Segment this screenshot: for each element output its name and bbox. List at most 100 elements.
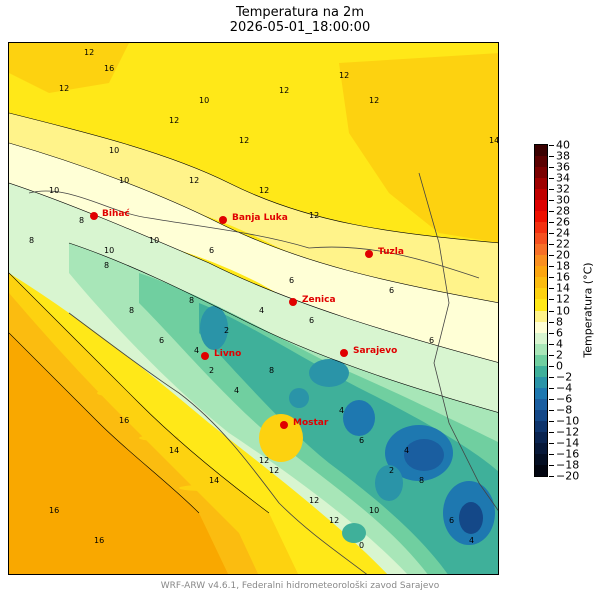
- contour-label: 8: [269, 366, 274, 375]
- colorbar-tick: [549, 167, 554, 169]
- contour-label: 2: [389, 466, 394, 475]
- contour-label: 6: [429, 336, 434, 345]
- contour-label: 12: [309, 496, 319, 505]
- city-label-livno: Livno: [214, 349, 242, 359]
- cold-patch: [459, 502, 483, 534]
- footer-credit: WRF-ARW v4.6.1, Federalni hidrometeorolo…: [160, 581, 440, 591]
- cold-zone: [199, 303, 498, 574]
- colorbar-tick-label: 6: [556, 326, 563, 340]
- contour-label: 6: [289, 276, 294, 285]
- colorbar-tick: [549, 200, 554, 202]
- colorbar-tick: [549, 145, 554, 146]
- colorbar-segment: [535, 277, 547, 289]
- colorbar-tick: [549, 277, 554, 279]
- contour-label: 16: [119, 416, 129, 425]
- colorbar-segment: [535, 156, 547, 168]
- contour-label: 4: [259, 306, 264, 315]
- contour-label: 8: [189, 296, 194, 305]
- warm-patch: [9, 43, 129, 93]
- city-marker-zenica: [289, 298, 297, 306]
- contour-label: 6: [309, 316, 314, 325]
- colorbar-tick-label: 2: [556, 348, 563, 362]
- contour-label: 4: [339, 406, 344, 415]
- contour-label: 12: [189, 176, 199, 185]
- colorbar-segment: [535, 266, 547, 278]
- colorbar: [534, 144, 548, 477]
- colorbar-tick: [549, 321, 554, 323]
- contour-label: 12: [309, 211, 319, 220]
- contour-line: [9, 272, 270, 514]
- contour-label: 8: [29, 236, 34, 245]
- city-label-tuzla: Tuzla: [378, 247, 404, 257]
- colorbar-segment: [535, 244, 547, 256]
- colorbar-tick-label: 28: [556, 204, 570, 218]
- colorbar-segment: [535, 178, 547, 190]
- pale-band: [9, 143, 498, 363]
- colorbar-tick-label: 26: [556, 215, 570, 229]
- colorbar-segment: [535, 167, 547, 179]
- city-label-banja-luka: Banja Luka: [232, 213, 288, 223]
- contour-label: 10: [149, 236, 159, 245]
- contour-label: 16: [104, 64, 114, 73]
- contour-label: 10: [109, 146, 119, 155]
- colorbar-tick: [549, 255, 554, 257]
- contour-label: 10: [369, 506, 379, 515]
- colorbar-tick: [549, 266, 554, 268]
- contour-label: 4: [194, 346, 199, 355]
- contour-line: [68, 242, 498, 413]
- contour-label: 12: [259, 186, 269, 195]
- contour-label: 6: [389, 286, 394, 295]
- colorbar-tick-label: 10: [556, 304, 570, 317]
- colorbar-segment: [535, 222, 547, 234]
- city-label-mostar: Mostar: [293, 418, 329, 428]
- colorbar-tick: [549, 376, 554, 378]
- contour-label: 12: [259, 456, 269, 465]
- colorbar-segment: [535, 354, 547, 367]
- mild-band: [9, 113, 498, 303]
- map-subtitle: 2026-05-01_18:00:00: [229, 20, 371, 35]
- contour-label: 10: [104, 246, 114, 255]
- colorbar-tick-label: −20: [556, 469, 580, 483]
- contour-label: 8: [79, 216, 84, 225]
- colorbar-tick: [549, 288, 554, 290]
- colorbar-segment: [535, 189, 547, 201]
- colorbar-segment: [535, 145, 547, 157]
- colorbar-tick: [549, 244, 554, 246]
- colorbar-tick-label: −16: [556, 447, 580, 461]
- contour-line: [9, 142, 498, 303]
- contour-label: 14: [209, 476, 219, 485]
- colorbar-tick-label: 38: [556, 149, 570, 163]
- colorbar-tick-label: 40: [556, 138, 570, 152]
- contour-label: 8: [129, 306, 134, 315]
- colorbar-tick-label: −14: [556, 436, 580, 450]
- contour-label: 0: [359, 541, 364, 550]
- island: [97, 390, 121, 396]
- border-line: [68, 312, 368, 574]
- contour-label: 6: [159, 336, 164, 345]
- colorbar-tick-label: 14: [556, 281, 570, 295]
- border-line: [418, 172, 498, 511]
- border-line: [28, 190, 480, 279]
- city-label-zenica: Zenica: [302, 295, 336, 305]
- colorbar-tick: [549, 365, 554, 367]
- colorbar-tick-label: −4: [556, 381, 573, 395]
- contour-label: 12: [239, 136, 249, 145]
- warm-patch: [259, 414, 303, 462]
- colorbar-segment: [535, 255, 547, 267]
- colorbar-tick-label: 4: [556, 337, 563, 351]
- colorbar-tick-label: 12: [556, 292, 570, 306]
- colorbar-tick: [549, 332, 554, 334]
- colorbar-segment: [535, 398, 547, 411]
- colorbar-segment: [535, 332, 547, 345]
- colorbar-tick: [549, 222, 554, 224]
- colorbar-tick-label: −2: [556, 370, 573, 384]
- contour-label: 4: [234, 386, 239, 395]
- colorbar-tick: [549, 343, 554, 345]
- colorbar-tick-label: 34: [556, 171, 570, 185]
- contour-label: 6: [209, 246, 214, 255]
- contour-label: 12: [84, 48, 94, 57]
- colorbar-tick: [549, 409, 554, 411]
- colorbar-tick-label: 20: [556, 248, 570, 262]
- cold-patch: [289, 388, 309, 408]
- contour-label: 2: [224, 326, 229, 335]
